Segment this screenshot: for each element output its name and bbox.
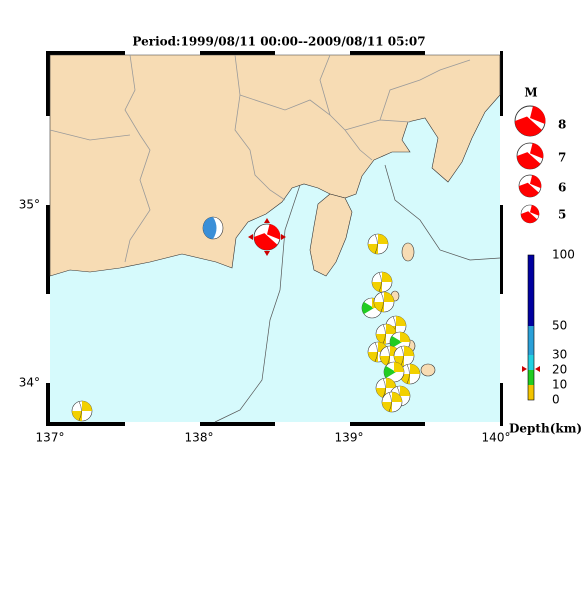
depth-label: 20 [552,363,567,377]
lon-label: 137° [36,431,65,445]
lon-label: 140° [482,431,511,445]
latitude-labels: 35° 34° [19,198,40,390]
depth-label: 10 [552,378,567,392]
magnitude-legend: M 8 7 6 5 [514,86,566,224]
title: Period:1999/08/11 00:00--2009/08/11 05:0… [132,35,425,49]
lon-label: 139° [335,431,364,445]
legend-label: 6 [558,181,566,195]
legend-title: M [524,86,537,100]
longitude-labels: 137° 138° 139° 140° [36,431,511,445]
depth-label: 30 [552,348,567,362]
depth-label: 0 [552,393,560,407]
depth-legend: 100 50 30 20 10 0 Depth(km) [509,248,582,436]
depth-label: 100 [552,248,575,262]
depth-label: 50 [552,319,567,333]
legend-label: 5 [558,208,566,222]
legend-label: 7 [558,151,566,165]
map-area [46,51,504,426]
lat-label: 34° [19,376,40,390]
lon-label: 138° [185,431,214,445]
focal-mechanisms [71,216,421,422]
legend-label: 8 [558,118,566,132]
lat-label: 35° [19,198,40,212]
depth-title: Depth(km) [509,422,582,436]
